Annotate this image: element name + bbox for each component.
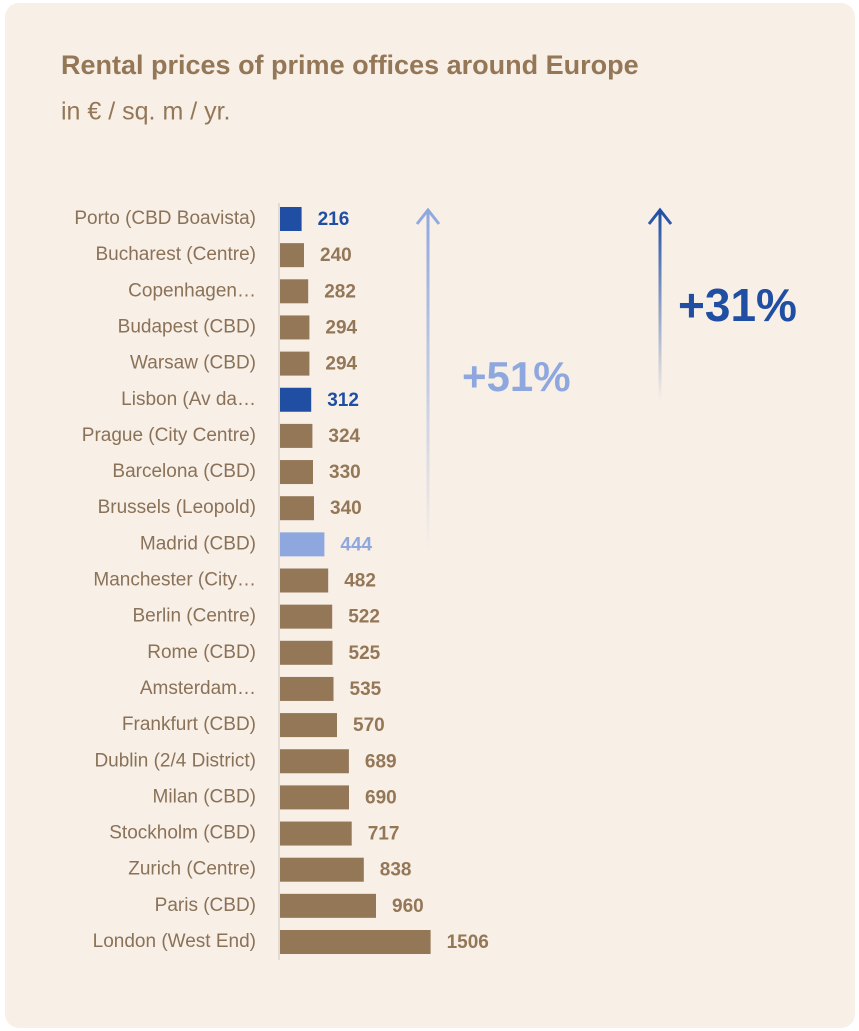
value-label: 282	[324, 281, 356, 302]
value-label: 1506	[447, 932, 489, 953]
card	[5, 3, 855, 1028]
bar	[280, 243, 304, 268]
category-label: Madrid (CBD)	[140, 533, 256, 554]
bar	[280, 568, 329, 593]
annotation: +31%	[678, 279, 797, 331]
value-label: 216	[318, 209, 350, 230]
category-label: Copenhagen…	[128, 280, 256, 301]
value-label: 689	[365, 751, 397, 772]
bar	[280, 532, 325, 557]
value-label: 240	[320, 245, 352, 266]
value-label: 690	[365, 787, 397, 808]
value-label: 535	[350, 679, 382, 700]
value-label: 444	[340, 534, 372, 555]
bar	[280, 749, 349, 774]
bar	[280, 785, 349, 810]
category-label: Paris (CBD)	[155, 895, 256, 916]
category-label: Stockholm (CBD)	[109, 823, 256, 844]
value-label: 294	[325, 354, 357, 375]
category-label: Warsaw (CBD)	[130, 353, 256, 374]
category-label: Amsterdam…	[140, 678, 256, 699]
category-label: Budapest (CBD)	[118, 316, 256, 337]
bar	[280, 460, 313, 485]
bar	[280, 279, 309, 304]
value-label: 330	[329, 462, 361, 483]
bar	[280, 496, 314, 521]
category-label: Milan (CBD)	[153, 786, 256, 807]
value-label: 717	[368, 824, 400, 845]
value-label: 525	[349, 643, 381, 664]
category-label: Barcelona (CBD)	[112, 461, 256, 482]
arrow	[415, 207, 441, 550]
category-label: Porto (CBD Boavista)	[74, 208, 256, 229]
category-label: Zurich (Centre)	[128, 859, 256, 880]
bar	[280, 930, 431, 954]
annotation: +51%	[462, 353, 571, 400]
category-label: Berlin (Centre)	[132, 606, 256, 627]
bar	[280, 713, 337, 738]
bar	[280, 387, 312, 412]
chart-subtitle: in € / sq. m / yr.	[61, 98, 231, 126]
chart-title: Rental prices of prime offices around Eu…	[61, 50, 639, 80]
category-label: Frankfurt (CBD)	[122, 714, 256, 735]
value-label: 340	[330, 498, 362, 519]
bar	[280, 604, 333, 629]
bar	[280, 423, 313, 448]
category-label: Manchester (City…	[93, 570, 256, 591]
bar	[280, 315, 310, 340]
value-label: 294	[325, 317, 357, 338]
bar	[280, 893, 376, 918]
bar	[280, 351, 310, 376]
category-label: Prague (City Centre)	[82, 425, 256, 446]
value-label: 522	[348, 607, 380, 628]
value-label: 960	[392, 896, 424, 917]
bar	[280, 857, 364, 882]
category-label: Bucharest (Centre)	[95, 244, 256, 265]
value-label: 482	[344, 571, 376, 592]
category-label: Dublin (2/4 District)	[94, 750, 256, 771]
value-label: 324	[328, 426, 360, 447]
bar	[280, 821, 352, 846]
category-label: London (West End)	[93, 931, 256, 952]
arrow	[647, 207, 673, 400]
value-label: 312	[327, 390, 359, 411]
bar	[280, 640, 333, 665]
bar	[280, 207, 302, 231]
value-label: 570	[353, 715, 385, 736]
category-label: Lisbon (Av da…	[121, 389, 256, 410]
category-label: Rome (CBD)	[147, 642, 256, 663]
value-label: 838	[380, 860, 412, 881]
category-label: Brussels (Leopold)	[98, 497, 256, 518]
bar	[280, 676, 334, 701]
